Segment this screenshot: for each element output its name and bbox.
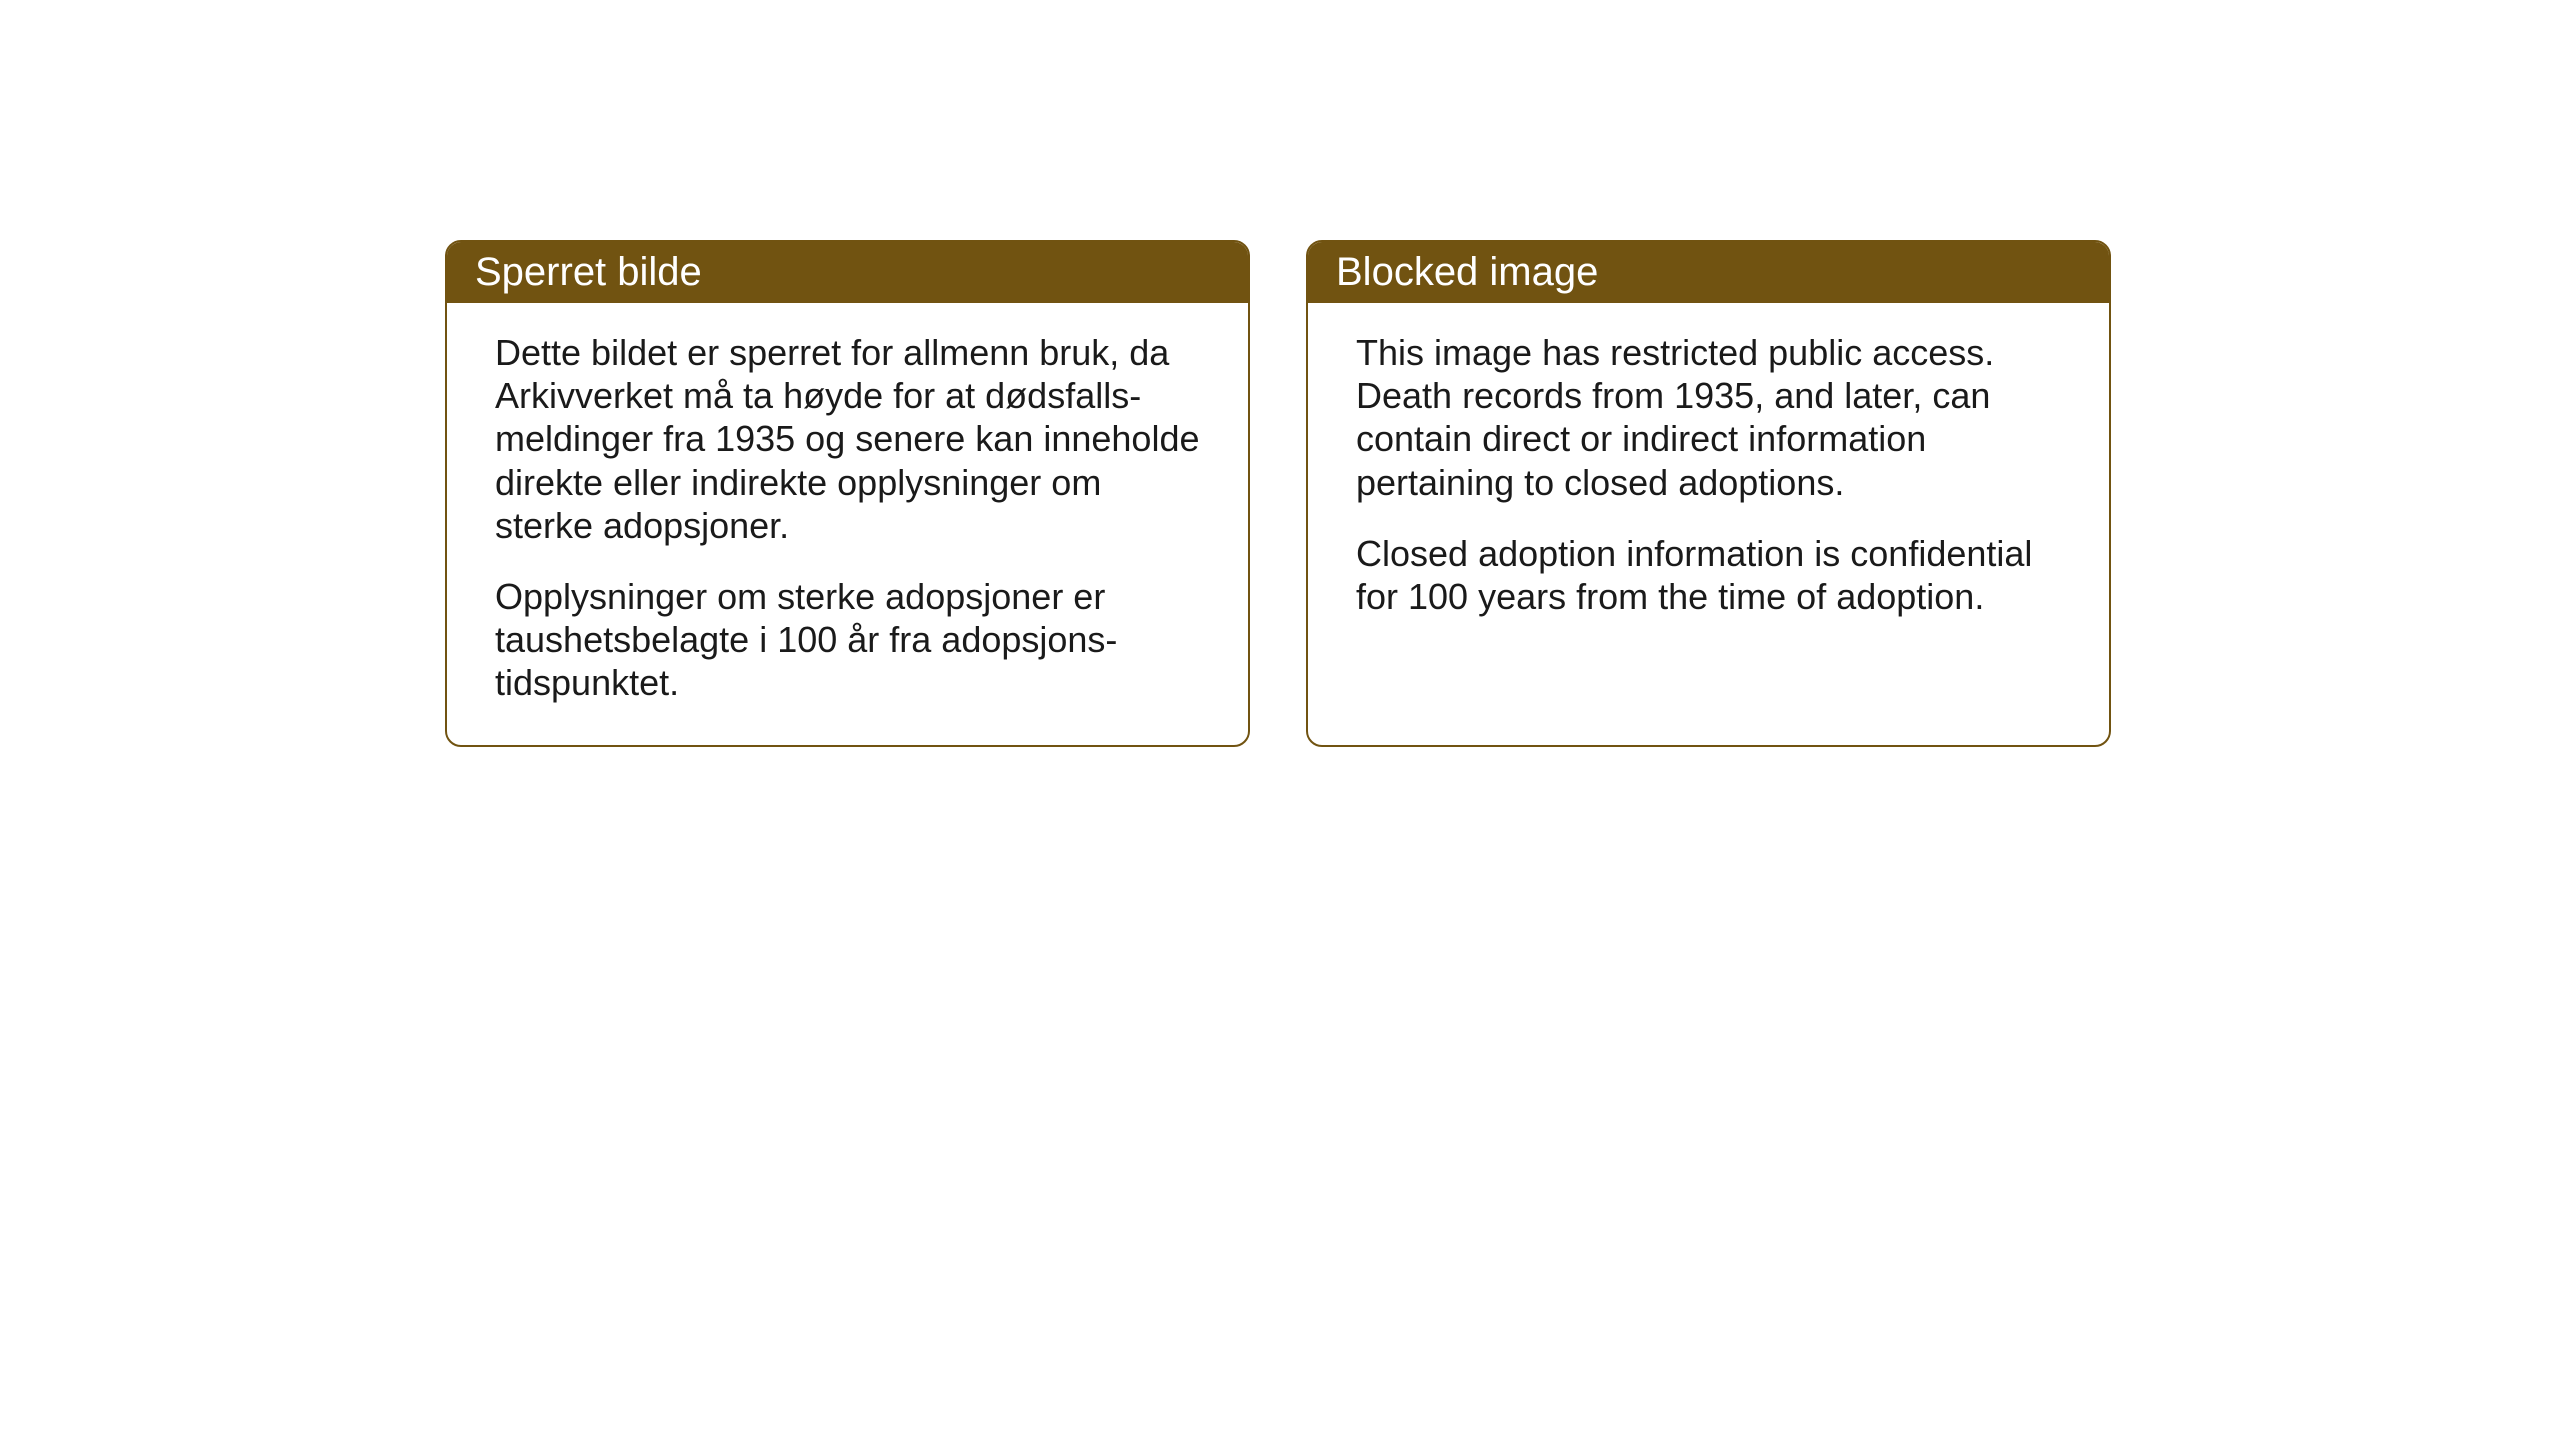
english-card: Blocked image This image has restricted … — [1306, 240, 2111, 747]
cards-container: Sperret bilde Dette bildet er sperret fo… — [445, 240, 2111, 747]
norwegian-paragraph-2: Opplysninger om sterke adopsjoner er tau… — [495, 575, 1200, 705]
english-paragraph-2: Closed adoption information is confident… — [1356, 532, 2061, 618]
english-card-header: Blocked image — [1308, 242, 2109, 303]
norwegian-card-title: Sperret bilde — [475, 250, 702, 294]
norwegian-card-header: Sperret bilde — [447, 242, 1248, 303]
norwegian-paragraph-1: Dette bildet er sperret for allmenn bruk… — [495, 331, 1200, 547]
norwegian-card: Sperret bilde Dette bildet er sperret fo… — [445, 240, 1250, 747]
english-paragraph-1: This image has restricted public access.… — [1356, 331, 2061, 504]
norwegian-card-body: Dette bildet er sperret for allmenn bruk… — [447, 303, 1248, 745]
english-card-body: This image has restricted public access.… — [1308, 303, 2109, 658]
english-card-title: Blocked image — [1336, 250, 1598, 294]
